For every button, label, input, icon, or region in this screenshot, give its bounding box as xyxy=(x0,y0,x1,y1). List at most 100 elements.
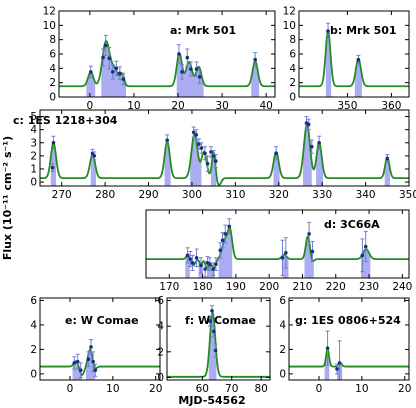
data-marker xyxy=(118,71,122,76)
x-tick-label: 270 xyxy=(52,189,72,201)
data-point-10 xyxy=(218,242,223,259)
y-tick-label: 8 xyxy=(289,34,296,46)
y-tick-label: 12 xyxy=(43,6,56,18)
data-marker xyxy=(356,57,361,62)
plot-area xyxy=(146,218,409,278)
data-marker xyxy=(325,346,330,350)
panel-d: 170 180 190 200 210 220 230 240 d: 3C66A xyxy=(145,209,412,293)
plot-area xyxy=(167,305,270,380)
panel-title: c: 1ES 1218+304 xyxy=(13,114,118,127)
data-point-0 xyxy=(51,135,56,150)
shaded-band-0 xyxy=(185,255,190,278)
data-point-0 xyxy=(326,22,331,40)
x-tick-label: 10 xyxy=(127,100,140,112)
data-marker xyxy=(220,238,225,243)
data-point-7 xyxy=(121,72,126,86)
data-point-17 xyxy=(310,240,315,263)
plot-area xyxy=(40,339,160,380)
y-tick-label: 2 xyxy=(49,77,56,89)
x-tick-label: 80 xyxy=(254,383,267,395)
x-tick-label: 210 xyxy=(292,281,312,293)
data-point-6 xyxy=(117,66,122,81)
model-curve xyxy=(167,311,270,378)
x-tick-label: 70 xyxy=(225,383,238,395)
shaded-band-0 xyxy=(324,349,330,380)
model-curve xyxy=(299,29,409,88)
data-marker xyxy=(203,151,207,156)
panel-title: b: Mrk 501 xyxy=(330,24,397,37)
data-marker xyxy=(89,345,93,349)
data-marker xyxy=(101,55,105,60)
y-tick-label: 4 xyxy=(30,124,37,136)
data-marker xyxy=(218,248,223,253)
data-point-1 xyxy=(335,363,339,375)
data-point-16 xyxy=(307,222,312,246)
data-marker xyxy=(180,70,184,74)
data-point-2 xyxy=(337,340,342,380)
data-point-11 xyxy=(220,232,225,249)
x-tick-label: 40 xyxy=(259,100,272,112)
data-marker xyxy=(208,319,212,323)
data-point-16 xyxy=(306,118,311,131)
data-point-2 xyxy=(103,34,108,56)
data-point-12 xyxy=(194,61,199,77)
data-marker xyxy=(199,263,203,268)
x-tick-label: 0 xyxy=(67,383,74,395)
data-point-19 xyxy=(363,230,368,263)
x-tick-label: 0 xyxy=(316,383,323,395)
data-marker xyxy=(86,357,91,361)
data-marker xyxy=(165,138,169,142)
data-point-18 xyxy=(317,135,322,150)
data-marker xyxy=(214,159,218,163)
y-tick-label: 2 xyxy=(289,77,296,89)
data-marker xyxy=(114,66,119,71)
data-point-2 xyxy=(190,254,195,271)
data-marker xyxy=(385,156,390,161)
plot-area xyxy=(299,22,409,97)
shaded-band-3 xyxy=(190,133,202,186)
data-marker xyxy=(194,133,199,137)
data-marker xyxy=(103,43,108,48)
plot-area xyxy=(289,330,409,380)
data-marker xyxy=(50,165,55,170)
data-marker xyxy=(223,232,228,236)
data-point-14 xyxy=(280,239,285,276)
data-marker xyxy=(93,368,98,373)
panel-f: 60 70 80 0 2 4 6 f: W Comae xyxy=(157,295,271,395)
data-point-6 xyxy=(93,363,98,377)
data-marker xyxy=(51,140,56,145)
x-tick-label: 20 xyxy=(398,383,411,395)
data-point-3 xyxy=(213,343,218,358)
y-tick-label: 4 xyxy=(30,319,37,331)
data-marker xyxy=(88,70,93,74)
data-marker xyxy=(190,261,195,265)
x-tick-label: 280 xyxy=(95,189,115,201)
plot-area xyxy=(59,34,275,97)
y-axis-label: Flux (10⁻¹¹ cm⁻² s⁻¹) xyxy=(1,136,14,260)
y-tick-label: 6 xyxy=(279,295,286,307)
data-point-4 xyxy=(89,339,93,355)
data-point-5 xyxy=(191,126,196,139)
x-tick-label: 240 xyxy=(392,281,412,293)
data-marker xyxy=(211,329,216,334)
x-tick-label: 10 xyxy=(355,383,368,395)
data-marker xyxy=(107,56,112,61)
x-tick-label: 170 xyxy=(159,281,179,293)
y-tick-label: 0 xyxy=(289,92,296,104)
x-tick-label: 180 xyxy=(193,281,213,293)
data-point-1 xyxy=(101,48,106,67)
data-marker xyxy=(110,70,115,74)
data-point-1 xyxy=(356,54,361,65)
data-marker xyxy=(199,146,204,150)
data-marker xyxy=(188,257,193,261)
x-tick-label: 30 xyxy=(215,100,228,112)
data-point-10 xyxy=(185,48,190,67)
y-tick-label: 0 xyxy=(279,368,286,380)
x-tick-label: 320 xyxy=(269,189,289,201)
y-tick-label: 4 xyxy=(289,63,296,75)
panel-b: 350 360 0 2 4 6 8 10 12 b: Mrk 501 xyxy=(283,6,410,112)
x-tick-label: 200 xyxy=(259,281,279,293)
y-tick-label: 6 xyxy=(30,295,37,307)
